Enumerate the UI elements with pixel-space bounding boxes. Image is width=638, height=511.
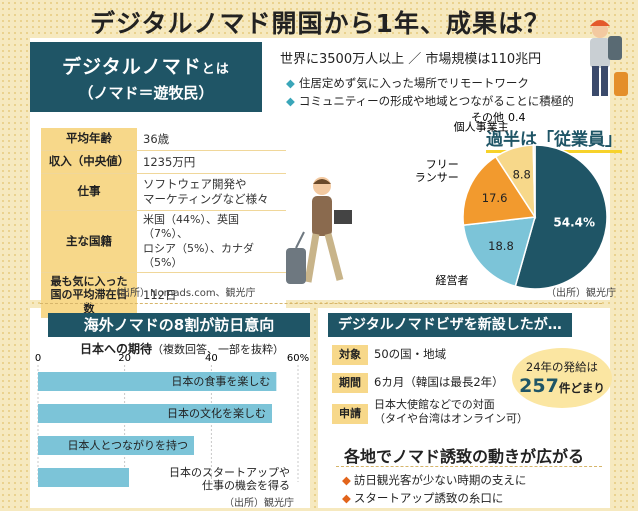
definition-bullet-text: コミュニティーの形成や地域とつながることに積極的 <box>298 94 574 108</box>
page-title: デジタルノマド開国から1年、成果は？ <box>90 9 550 38</box>
bar <box>38 468 129 487</box>
invite-bullet: ◆ スタートアップ誘致の糸口に <box>342 490 503 506</box>
visa-value: 6カ月（韓国は最長2年） <box>374 375 504 389</box>
traveler-icon <box>590 20 628 96</box>
bar-chart-subtitle: （複数回答、一部を抜粋） <box>152 343 285 356</box>
bar <box>38 436 194 455</box>
table-row: 最も気に入った 国の平均滞在日数 112日 <box>41 272 286 318</box>
table-key: 収入（中央値） <box>41 150 137 174</box>
issued-count-badge: 24年の発給は 257件どまり <box>512 348 612 408</box>
bar-category-label: 日本人とつながりを持つ <box>67 438 188 452</box>
table-value: 1235万円 <box>137 150 286 174</box>
issued-suffix: 件どまり <box>558 381 605 395</box>
bar-category-label: 日本の文化を楽しむ <box>167 406 266 420</box>
visa-key: 期間 <box>332 373 368 393</box>
pie-source: （出所）観光庁 <box>546 288 616 299</box>
bar-source: （出所）観光庁 <box>224 498 294 509</box>
visa-value: 日本大使館などでの対面 （タイや台湾はオンライン可） <box>374 398 528 426</box>
pie-slice <box>532 144 536 218</box>
profile-table: 平均年齢 36歳 収入（中央値） 1235万円 仕事 ソフトウェア開発や マーケティン… <box>41 128 286 318</box>
issued-line1: 24年の発給は <box>525 360 599 374</box>
pie-category-label: その他 <box>471 111 504 124</box>
bar-category-label: 日本の食事を楽しむ <box>171 374 270 388</box>
table-value: 36歳 <box>137 128 286 151</box>
pie-value-label: 54.4% <box>553 215 595 229</box>
diamond-icon: ◆ <box>342 473 351 487</box>
visa-key: 申請 <box>332 404 368 424</box>
pie-value-label: 0.4 <box>508 111 526 124</box>
invite-bullet-text: スタートアップ誘致の糸口に <box>353 491 504 505</box>
bar-chart-title-row: 日本への期待（複数回答、一部を抜粋） <box>80 340 284 357</box>
visa-title: デジタルノマドビザを新設したが… <box>328 313 572 337</box>
definition-stats: 世界に3500万人以上 ／ 市場規模は110兆円 <box>280 52 542 67</box>
table-key: 最も気に入った 国の平均滞在日数 <box>41 272 137 318</box>
definition-bullet: ◆ コミュニティーの形成や地域とつながることに積極的 <box>286 93 574 109</box>
pie-category-label: フリーランサー <box>415 158 459 184</box>
pie-value-label: 17.6 <box>482 191 508 205</box>
traveler-with-suitcase-icon <box>286 177 352 284</box>
bar-chart: 0 20 40 60% 日本の食事を楽しむ日本の文化を楽しむ日本人とつながりを持つ日本の… <box>35 353 309 492</box>
x-tick-label: 0 <box>35 353 41 364</box>
issued-number: 257 <box>519 375 559 397</box>
divider <box>40 303 602 304</box>
definition-subtitle: （ノマド＝遊牧民） <box>78 84 214 102</box>
pie-slice <box>514 144 608 290</box>
visa-value: 50の国・地域 <box>374 347 447 361</box>
definition-box: デジタルノマドとは （ノマド＝遊牧民） <box>30 42 262 112</box>
table-row: 主な国籍 米国（44%）、英国（7%）、 ロシア（5%）、カナダ（5%） <box>41 210 286 274</box>
table-value: 112日 <box>137 272 286 318</box>
diamond-icon: ◆ <box>286 76 295 90</box>
table-key: 主な国籍 <box>41 210 137 274</box>
definition-bullet-text: 住居定めず気に入った場所でリモートワーク <box>298 76 529 90</box>
invite-title: 各地でノマド誘致の動きが広がる <box>344 447 585 466</box>
invite-bullet: ◆ 訪日観光客が少ない時期の支えに <box>342 472 526 488</box>
pie-value-label: 8.8 <box>513 167 531 181</box>
table-row: 収入（中央値） 1235万円 <box>41 150 286 174</box>
invite-divider <box>336 466 602 467</box>
table-value: 米国（44%）、英国（7%）、 ロシア（5%）、カナダ（5%） <box>137 210 286 274</box>
table-key: 仕事 <box>41 173 137 211</box>
bar-section-title: 海外ノマドの8割が訪日意向 <box>48 313 310 337</box>
definition-heading-suffix: とは <box>201 62 230 77</box>
definition-bullet: ◆ 住居定めず気に入った場所でリモートワーク <box>286 75 529 91</box>
pie-value-label: 18.8 <box>488 239 514 253</box>
profile-source: （出所）Nomads.com、観光庁 <box>110 288 256 299</box>
diamond-icon: ◆ <box>342 491 351 505</box>
visa-key: 対象 <box>332 345 368 365</box>
table-value: ソフトウェア開発や マーケティングなど様々 <box>137 173 286 211</box>
x-tick-label: 40 <box>205 353 218 364</box>
table-key: 平均年齢 <box>41 128 137 151</box>
diamond-icon: ◆ <box>286 94 295 108</box>
pie-slice <box>462 155 537 226</box>
x-tick-label: 60% <box>287 353 309 364</box>
pie-slice <box>462 216 537 288</box>
pie-title: 過半は「従業員」 <box>486 125 622 153</box>
bar <box>38 404 272 423</box>
definition-heading: デジタルノマド <box>62 56 202 78</box>
pie-category-label: 個人事業主 <box>454 121 509 134</box>
x-tick-label: 20 <box>118 353 131 364</box>
table-row: 仕事 ソフトウェア開発や マーケティングなど様々 <box>41 173 286 211</box>
bar-chart-title: 日本への期待 <box>80 342 153 356</box>
bar-category-label: 日本のスタートアップや仕事の機会を得る <box>169 465 290 492</box>
table-row: 平均年齢 36歳 <box>41 128 286 151</box>
invite-bullet-text: 訪日観光客が少ない時期の支えに <box>353 473 527 487</box>
bar <box>38 372 277 391</box>
pie-category-label: 経営者 <box>435 273 468 287</box>
